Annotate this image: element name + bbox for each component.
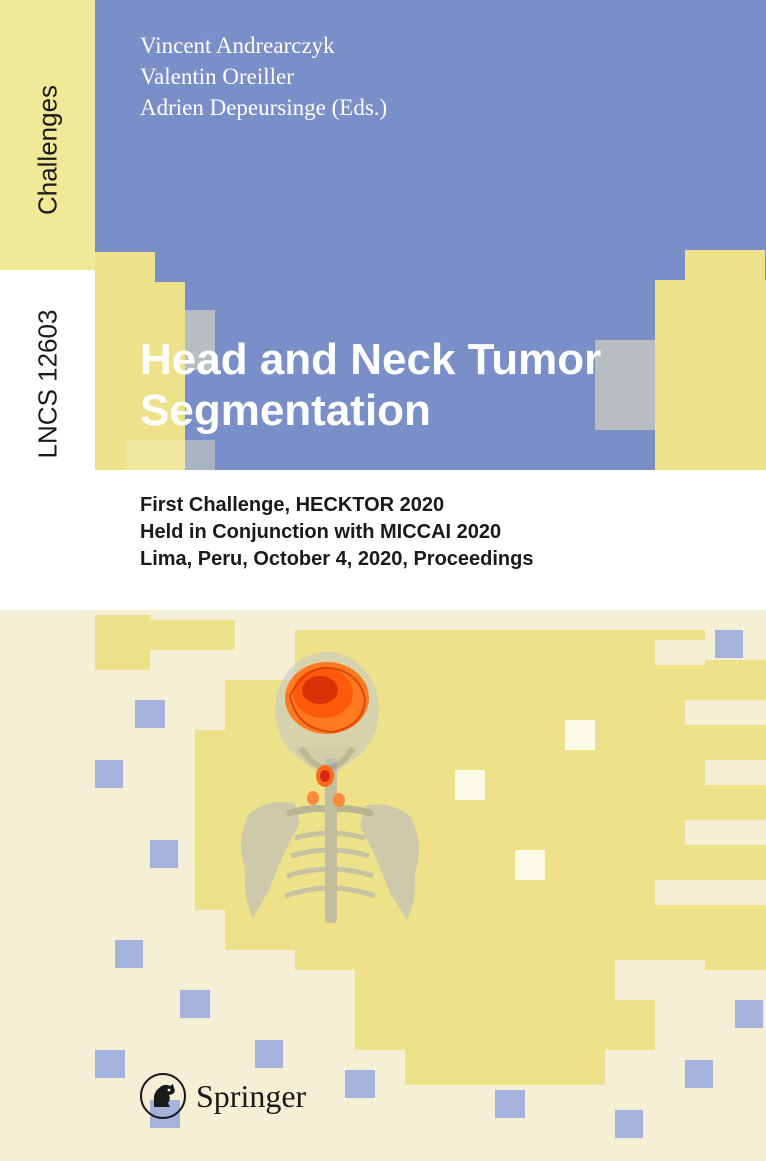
editor-line-3: Adrien Depeursinge (Eds.) (140, 92, 387, 123)
subtitle-line-2: Held in Conjunction with MICCAI 2020 (140, 519, 534, 546)
spine: Challenges LNCS 12603 (0, 0, 95, 1161)
publisher-name: Springer (196, 1078, 306, 1115)
subtitle-block: First Challenge, HECKTOR 2020 Held in Co… (140, 492, 534, 573)
springer-horse-icon (140, 1073, 186, 1119)
main-panel: Vincent Andrearczyk Valentin Oreiller Ad… (95, 0, 766, 1161)
spine-series-label: Challenges (32, 85, 63, 215)
editors-block: Vincent Andrearczyk Valentin Oreiller Ad… (140, 30, 387, 123)
spine-series-id: LNCS 12603 (32, 310, 63, 459)
subtitle-line-1: First Challenge, HECKTOR 2020 (140, 492, 534, 519)
medical-scan-image (215, 648, 445, 938)
pet-ct-scan-icon (215, 648, 445, 938)
title-block: Head and Neck Tumor Segmentation (140, 335, 726, 436)
title-line-1: Head and Neck Tumor (140, 335, 726, 386)
title-line-2: Segmentation (140, 386, 726, 437)
book-cover: Challenges LNCS 12603 (0, 0, 766, 1161)
spine-bg-bottom (0, 610, 95, 1161)
editor-line-1: Vincent Andrearczyk (140, 30, 387, 61)
editor-line-2: Valentin Oreiller (140, 61, 387, 92)
main-title: Head and Neck Tumor Segmentation (140, 335, 726, 436)
publisher-block: Springer (140, 1073, 306, 1119)
subtitle-line-3: Lima, Peru, October 4, 2020, Proceedings (140, 546, 534, 573)
